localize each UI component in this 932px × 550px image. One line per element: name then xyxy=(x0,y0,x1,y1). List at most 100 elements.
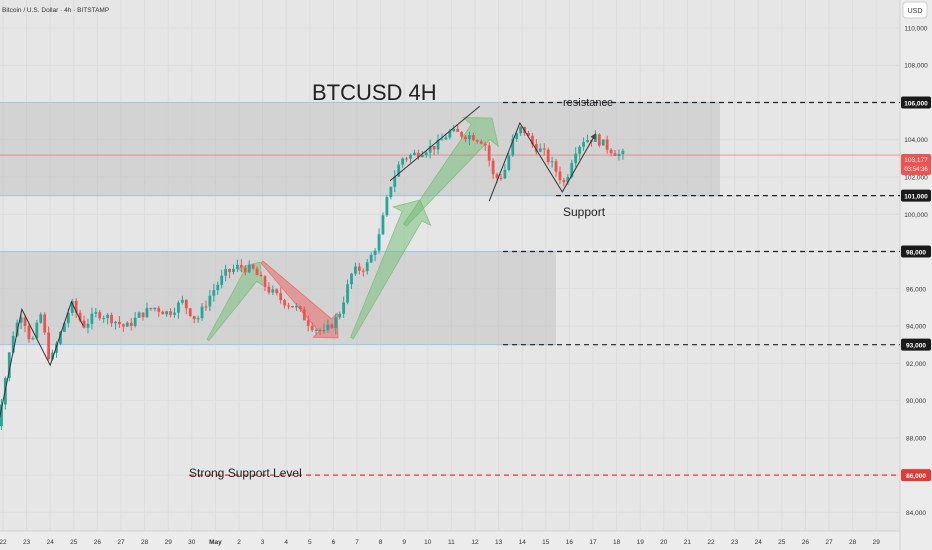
candle-body xyxy=(177,302,180,313)
candle-body xyxy=(475,140,479,142)
candle-body xyxy=(574,153,578,164)
candle-body xyxy=(448,131,452,138)
time-axis-labels[interactable]: 22 23 24 25 26 27 28 29 30 May 2 3 4 5 6 7 8 9 10 11 12 13 14 1… xyxy=(0,539,880,546)
candle-body xyxy=(224,268,228,276)
candle-body xyxy=(153,307,157,310)
candlesticks xyxy=(0,124,625,431)
candle-body xyxy=(413,152,416,155)
candle-body xyxy=(397,164,401,177)
candle-body xyxy=(389,186,393,198)
candle-body xyxy=(125,322,129,327)
price-tick-label: 96,000 xyxy=(906,286,926,293)
time-tick-label: 13 xyxy=(495,539,503,546)
candle-body xyxy=(196,318,200,320)
strong-support-label: Strong Support Level xyxy=(189,466,302,480)
time-tick-label: 25 xyxy=(778,539,786,546)
candle-body xyxy=(495,174,499,178)
candle-body xyxy=(428,145,432,153)
level-price-text: 86,000 xyxy=(906,473,926,480)
currency-button[interactable]: USD xyxy=(902,1,928,19)
candle-body xyxy=(377,234,381,251)
time-tick-label: 6 xyxy=(332,539,336,546)
price-zones xyxy=(0,101,720,346)
candle-body xyxy=(558,171,562,181)
candle-body xyxy=(444,137,448,140)
candle-body xyxy=(287,305,290,307)
candle-body xyxy=(106,314,110,319)
symbol-line[interactable]: Bitcoin / U.S. Dollar · 4h · BITSTAMP xyxy=(2,7,109,14)
candle-body xyxy=(133,317,137,327)
arrow-drawings xyxy=(206,117,499,342)
level-price-badge xyxy=(901,338,931,351)
time-tick-label: May xyxy=(209,539,222,546)
price-axis-labels[interactable]: 84,000 88,000 90,000 92,000 94,000 96,000 100,… xyxy=(904,25,928,516)
time-tick-label: 18 xyxy=(613,539,621,546)
candle-body xyxy=(479,141,483,144)
candle-body xyxy=(23,317,27,326)
candle-body xyxy=(86,323,90,328)
price-tick-label: 92,000 xyxy=(906,361,926,368)
candle-body xyxy=(0,404,3,427)
candle-body xyxy=(66,312,70,324)
zigzag-line xyxy=(389,105,481,182)
price-tick-label: 94,000 xyxy=(906,324,926,331)
candle-body xyxy=(381,215,385,235)
candle-body xyxy=(338,313,342,318)
candle-body xyxy=(460,131,464,137)
candle-body xyxy=(503,169,507,179)
time-tick-label: 26 xyxy=(94,539,102,546)
candle-body xyxy=(192,316,196,320)
candle-body xyxy=(255,268,259,276)
level-price-badge xyxy=(901,189,931,202)
candle-body xyxy=(114,321,117,324)
price-tick-label: 88,000 xyxy=(906,435,926,442)
candle-body xyxy=(243,267,247,273)
current-price-countdown: 03:54:36 xyxy=(904,167,928,173)
candle-body xyxy=(464,136,467,140)
candle-body xyxy=(310,325,314,331)
price-tick-label: 90,000 xyxy=(906,398,926,405)
candle-body xyxy=(251,264,255,269)
candle-body xyxy=(51,352,54,360)
candle-body xyxy=(35,322,39,339)
candle-body xyxy=(491,160,495,175)
candle-body xyxy=(369,254,373,263)
time-tick-label: 27 xyxy=(117,539,125,546)
candle-body xyxy=(405,158,408,160)
support-label: Support xyxy=(563,205,606,219)
time-tick-label: 20 xyxy=(660,539,668,546)
candle-body xyxy=(621,150,625,155)
time-tick-label: 27 xyxy=(825,539,833,546)
level-price-text: 93,000 xyxy=(906,343,926,350)
candle-body xyxy=(393,176,397,187)
time-axis-background xyxy=(0,531,900,550)
candle-body xyxy=(487,145,491,161)
candle-body xyxy=(184,299,188,309)
candle-body xyxy=(527,132,530,136)
time-tick-label: 3 xyxy=(261,539,265,546)
candle-body xyxy=(326,324,330,330)
time-tick-label: 2 xyxy=(237,539,241,546)
time-tick-label: 19 xyxy=(637,539,645,546)
level-price-badge xyxy=(901,245,931,258)
candle-body xyxy=(373,250,377,255)
candle-body xyxy=(157,307,161,312)
candle-body xyxy=(420,155,424,158)
candle-body xyxy=(55,343,58,353)
candle-body xyxy=(452,128,456,132)
candle-body xyxy=(236,264,239,269)
candle-body xyxy=(232,268,235,272)
candle-body xyxy=(357,266,361,271)
horizontal-levels: 106,000 101,000 98,000 93,000 86,000 xyxy=(0,96,931,482)
candle-body xyxy=(161,311,165,315)
candle-body xyxy=(330,324,334,329)
candle-body xyxy=(239,264,243,268)
chart-title: BTCUSD 4H xyxy=(312,80,437,105)
candle-body xyxy=(554,161,558,172)
currency-button-label[interactable]: USD xyxy=(908,8,923,15)
candle-body xyxy=(617,154,621,156)
candle-body xyxy=(259,275,263,277)
candle-body xyxy=(141,312,145,318)
candle-body xyxy=(11,335,15,353)
candle-body xyxy=(346,284,349,303)
